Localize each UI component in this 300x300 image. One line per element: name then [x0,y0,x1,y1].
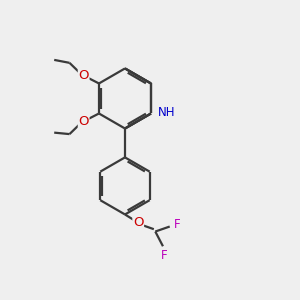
Text: O: O [78,69,89,82]
Text: O: O [133,216,143,229]
Text: F: F [161,249,167,262]
Text: O: O [78,115,89,128]
Text: F: F [174,218,180,231]
Text: NH: NH [158,106,175,118]
